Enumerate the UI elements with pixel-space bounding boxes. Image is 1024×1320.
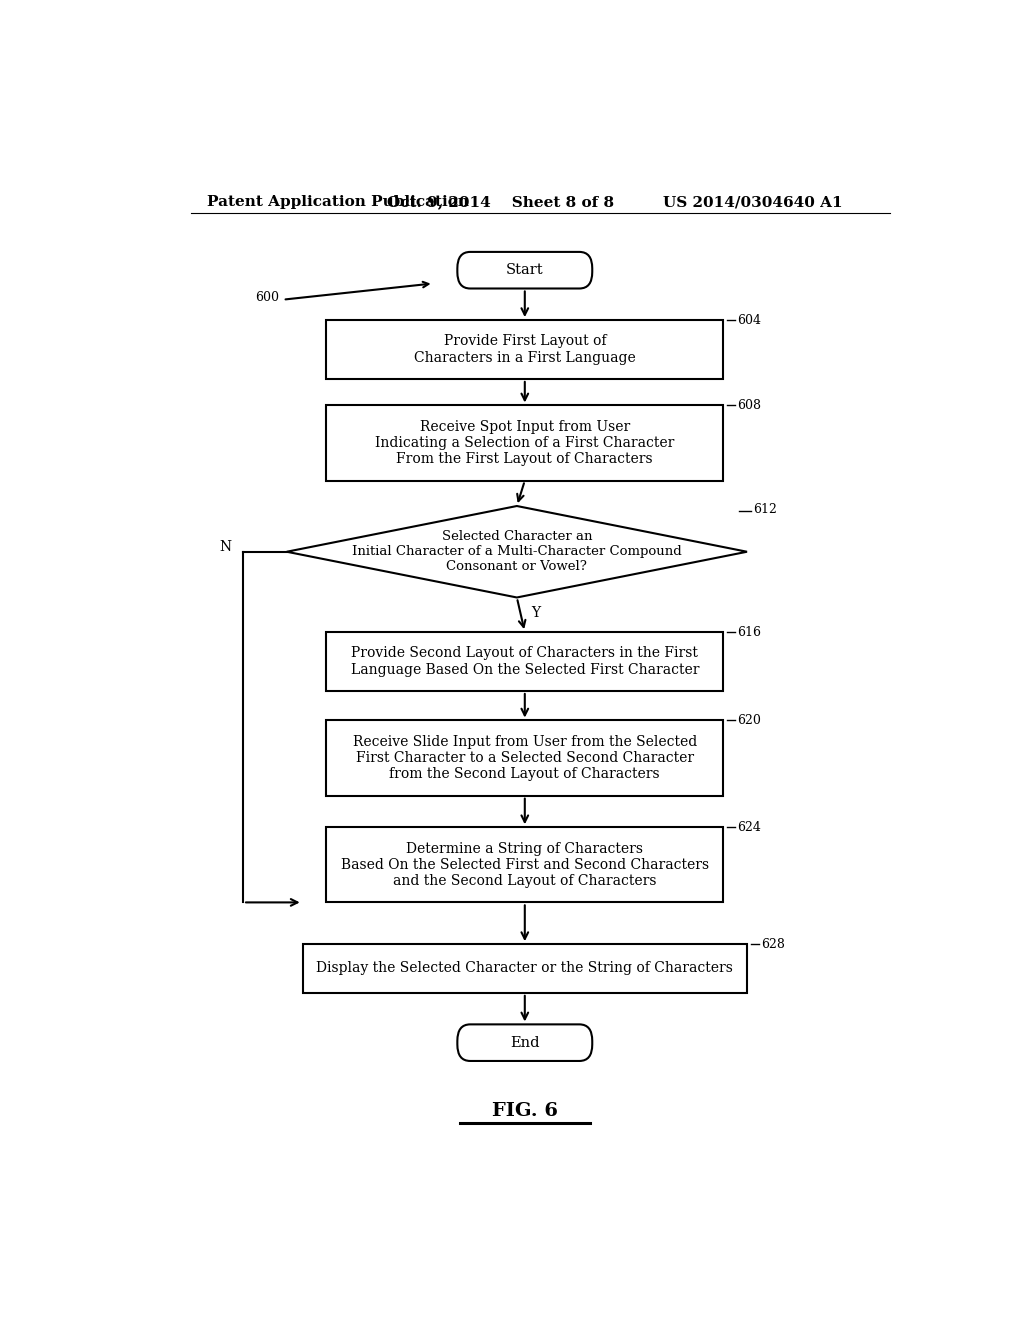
Text: 628: 628 <box>761 937 785 950</box>
Text: Receive Spot Input from User
Indicating a Selection of a First Character
From th: Receive Spot Input from User Indicating … <box>375 420 675 466</box>
FancyBboxPatch shape <box>458 1024 592 1061</box>
Text: Oct. 9, 2014    Sheet 8 of 8: Oct. 9, 2014 Sheet 8 of 8 <box>387 195 614 209</box>
Text: 608: 608 <box>737 399 762 412</box>
Text: N: N <box>219 540 231 553</box>
Text: US 2014/0304640 A1: US 2014/0304640 A1 <box>663 195 842 209</box>
FancyBboxPatch shape <box>327 828 723 903</box>
Text: Start: Start <box>506 263 544 277</box>
FancyBboxPatch shape <box>327 632 723 690</box>
FancyBboxPatch shape <box>327 405 723 480</box>
Text: End: End <box>510 1036 540 1049</box>
FancyBboxPatch shape <box>327 721 723 796</box>
Text: Provide First Layout of
Characters in a First Language: Provide First Layout of Characters in a … <box>414 334 636 364</box>
Text: Y: Y <box>531 606 541 619</box>
Text: 616: 616 <box>737 626 762 639</box>
Text: Determine a String of Characters
Based On the Selected First and Second Characte: Determine a String of Characters Based O… <box>341 842 709 888</box>
FancyBboxPatch shape <box>458 252 592 289</box>
FancyBboxPatch shape <box>303 944 748 993</box>
Text: 600: 600 <box>255 292 279 304</box>
Text: FIG. 6: FIG. 6 <box>492 1102 558 1119</box>
Text: Receive Slide Input from User from the Selected
First Character to a Selected Se: Receive Slide Input from User from the S… <box>352 735 697 781</box>
Text: Provide Second Layout of Characters in the First
Language Based On the Selected : Provide Second Layout of Characters in t… <box>350 647 699 677</box>
Polygon shape <box>287 506 748 598</box>
Text: Selected Character an
Initial Character of a Multi-Character Compound
Consonant : Selected Character an Initial Character … <box>352 531 682 573</box>
Text: 624: 624 <box>737 821 762 834</box>
Text: 612: 612 <box>754 503 777 516</box>
Text: Display the Selected Character or the String of Characters: Display the Selected Character or the St… <box>316 961 733 975</box>
FancyBboxPatch shape <box>327 319 723 379</box>
Text: 604: 604 <box>737 314 762 326</box>
Text: Patent Application Publication: Patent Application Publication <box>207 195 469 209</box>
Text: 620: 620 <box>737 714 762 727</box>
